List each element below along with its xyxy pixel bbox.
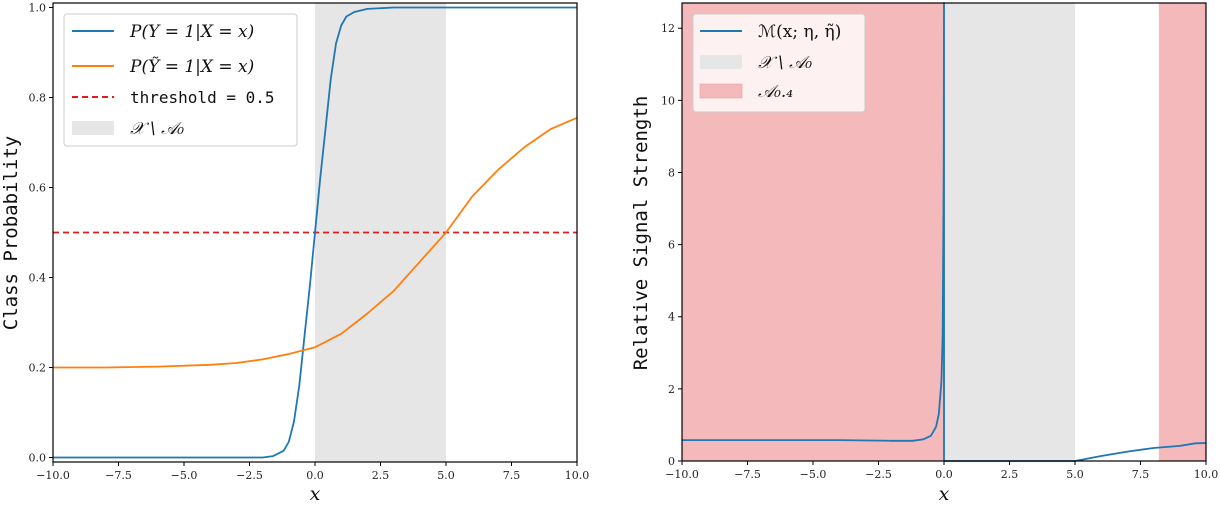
y-tick-label: 0.4 <box>29 272 47 285</box>
legend-entry-p-ytilde: P(Ỹ = 1|X = x) <box>129 56 254 77</box>
right-series <box>682 2 1207 462</box>
x-tick-label: 2.5 <box>1001 468 1019 481</box>
y-tick-label: 1.0 <box>29 2 47 15</box>
y-tick-label: 12 <box>661 22 675 35</box>
x-tick-label: −7.5 <box>734 468 761 481</box>
legend-entry-complement: 𝒳 \ 𝒜₀ <box>758 53 812 73</box>
right-x-axis-label: x <box>939 483 950 505</box>
x-tick-label: 7.5 <box>1132 468 1150 481</box>
shaded-region <box>1158 3 1206 461</box>
legend-patch-icon <box>700 55 742 69</box>
right-x-ticks: −10.0 −7.5 −5.0 −2.5 0.0 2.5 5.0 7.5 10.0 <box>665 461 1218 481</box>
series-line <box>682 2 1207 462</box>
y-tick-label: 0.2 <box>29 362 47 375</box>
right-legend: ℳ(x; η, η̃) 𝒳 \ 𝒜₀ 𝒜₀.₄ <box>692 13 866 113</box>
left-legend: P(Y = 1|X = x) P(Ỹ = 1|X = x) threshold … <box>63 13 298 147</box>
right-chart: −10.0 −7.5 −5.0 −2.5 0.0 2.5 5.0 7.5 10.0 0 2 4 6 8 1… <box>630 2 1218 505</box>
y-tick-label: 0 <box>668 455 675 468</box>
legend-entry-a04: 𝒜₀.₄ <box>758 82 793 102</box>
y-tick-label: 6 <box>668 239 675 252</box>
y-tick-label: 0.0 <box>29 452 47 465</box>
x-tick-label: −5.0 <box>800 468 827 481</box>
x-tick-label: 10.0 <box>1194 468 1219 481</box>
x-tick-label: −10.0 <box>36 469 70 482</box>
x-tick-label: 10.0 <box>565 469 590 482</box>
x-tick-label: 5.0 <box>437 469 455 482</box>
x-tick-label: −2.5 <box>236 469 263 482</box>
left-x-axis-label: x <box>310 483 321 505</box>
legend-entry-p-y: P(Y = 1|X = x) <box>129 22 254 42</box>
x-tick-label: 7.5 <box>503 469 521 482</box>
x-tick-label: 2.5 <box>372 469 390 482</box>
legend-entry-m: ℳ(x; η, η̃) <box>758 22 841 42</box>
right-y-axis-label: Relative Signal Strength <box>630 96 652 371</box>
x-tick-label: −5.0 <box>171 469 198 482</box>
right-y-ticks: 0 2 4 6 8 10 12 <box>661 22 682 468</box>
legend-patch-icon <box>72 121 114 135</box>
y-tick-label: 4 <box>668 311 675 324</box>
legend-entry-threshold: threshold = 0.5 <box>130 88 275 107</box>
left-y-axis-label: Class Probability <box>0 136 22 330</box>
series-line <box>53 6 577 459</box>
x-tick-label: 0.0 <box>306 469 324 482</box>
x-tick-label: −7.5 <box>105 469 132 482</box>
left-chart: −10.0 −7.5 −5.0 −2.5 0.0 2.5 5.0 7.5 10.0 0.0 0.2… <box>0 2 589 505</box>
y-tick-label: 0.6 <box>29 182 47 195</box>
series-line <box>53 116 578 369</box>
legend-patch-icon <box>699 83 743 99</box>
y-tick-label: 2 <box>668 383 675 396</box>
left-series <box>53 6 578 459</box>
x-tick-label: 5.0 <box>1066 468 1084 481</box>
legend-entry-complement: 𝒳 \ 𝒜₀ <box>130 119 184 139</box>
y-tick-label: 10 <box>661 94 675 107</box>
left-y-ticks: 0.0 0.2 0.4 0.6 0.8 1.0 <box>29 2 53 465</box>
y-tick-label: 0.8 <box>29 92 47 105</box>
left-legend-box <box>63 13 298 147</box>
left-x-ticks: −10.0 −7.5 −5.0 −2.5 0.0 2.5 5.0 7.5 10.0 <box>36 462 589 482</box>
y-tick-label: 8 <box>668 166 675 179</box>
x-tick-label: 0.0 <box>935 468 953 481</box>
x-tick-label: −2.5 <box>865 468 892 481</box>
shaded-region <box>944 3 1075 461</box>
x-tick-label: −10.0 <box>665 468 699 481</box>
